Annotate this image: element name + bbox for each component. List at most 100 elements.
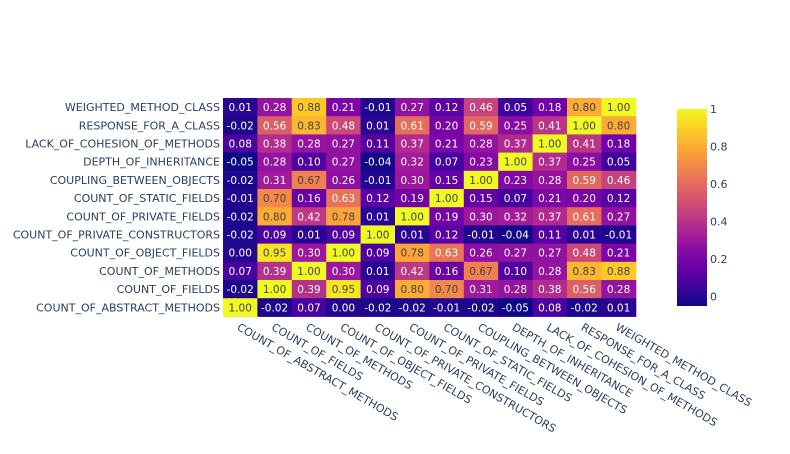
heatmap-cell-label: 0.09 [366,284,389,296]
heatmap-cell [463,98,499,117]
heatmap-cell [257,261,293,281]
heatmap-cell-label: 0.12 [435,102,458,114]
heatmap-cell [463,207,499,226]
heatmap-cell [395,243,430,263]
heatmap-cell-label: 0.88 [297,102,320,114]
heatmap-cell [429,298,465,317]
heatmap-cell-label: 0.70 [263,193,286,205]
heatmap-cell [360,207,396,226]
heatmap-cell [567,225,602,245]
y-axis-tick-label: COUNT_OF_METHODS [99,265,220,278]
heatmap-cell [291,152,327,172]
heatmap-cell-label: 0.28 [469,139,492,151]
heatmap-cell [567,280,602,299]
heatmap-cell [291,225,327,245]
heatmap-cell [360,98,396,117]
heatmap-cell-label: 0.27 [504,248,527,260]
heatmap-cell-label: 0.11 [538,230,561,242]
heatmap-cell-label: -0.01 [605,230,632,242]
heatmap-cell-label: 0.48 [332,120,355,132]
colorbar-tick-label: 1 [710,103,717,116]
heatmap-cell [463,225,499,245]
heatmap-cell [257,152,293,172]
heatmap-cell-label: -0.02 [227,175,254,187]
heatmap-cell-label: -0.02 [399,302,426,314]
heatmap-cell-label: -0.02 [227,284,254,296]
heatmap-cell-label: 1.00 [366,230,389,242]
heatmap-cell [223,152,258,172]
heatmap-cell [326,243,362,263]
heatmap-cell-label: 0.63 [332,193,355,205]
heatmap-cell [223,225,258,245]
heatmap-cell-label: 0.23 [469,157,492,169]
heatmap-cell [360,116,396,135]
heatmap-cell [429,134,465,154]
heatmap-cell [395,98,430,117]
heatmap-cell-label: -0.02 [261,302,288,314]
heatmap-cell [291,243,327,263]
heatmap-cell-label: 0.42 [297,211,320,223]
heatmap-cell-label: 0.67 [469,266,492,278]
heatmap-cell-label: 0.83 [297,120,320,132]
heatmap-cell-label: 0.46 [607,175,631,187]
heatmap-cell [257,243,293,263]
heatmap-cell [532,134,568,154]
y-axis-tick-label: RESPONSE_FOR_A_CLASS [79,119,220,132]
heatmap-cell [567,134,602,154]
heatmap-cell-label: -0.02 [571,302,598,314]
heatmap-cell [360,152,396,172]
heatmap-cell-label: 0.01 [297,230,320,242]
heatmap-cell-label: 0.07 [229,266,252,278]
heatmap-cell-label: 0.41 [573,139,596,151]
heatmap-cell [429,170,465,190]
heatmap-cell [532,225,568,245]
heatmap-cell-label: 0.18 [538,102,561,114]
heatmap-cell [360,189,396,208]
heatmap-cell [326,189,362,208]
heatmap-cell [257,298,293,317]
heatmap-cell-label: 0.30 [469,211,492,223]
heatmap-cell-label: 0.08 [229,139,252,151]
heatmap-cell [360,243,396,263]
heatmap-cell-label: 0.16 [435,266,459,278]
heatmap-cell-label: 0.21 [607,248,630,260]
heatmap-cell [257,134,293,154]
heatmap-cell-label: 0.15 [435,175,458,187]
heatmap-cell-label: 0.12 [366,193,389,205]
heatmap-cell-label: 0.19 [435,211,458,223]
heatmap-cell [395,134,430,154]
heatmap-cell-label: 0.20 [573,193,596,205]
heatmap-cell-label: 0.01 [607,302,630,314]
y-axis-tick-labels: WEIGHTED_METHOD_CLASS RESPONSE_FOR_A_CLAS… [13,101,220,314]
heatmap-cell-label: 0.80 [607,120,630,132]
heatmap-cell [326,134,362,154]
heatmap-cell [532,243,568,263]
heatmap-cell-label: 0.28 [263,157,286,169]
heatmap-cell-label: 0.28 [607,284,630,296]
heatmap-cell-labels: 0.01 0.28 0.88 0.21 -0.01 0.27 0.12 0.46 0.05 0.1… [227,102,633,314]
colorbar-tick-label: 0.2 [710,253,728,266]
y-axis-tick-label: COUNT_OF_ABSTRACT_METHODS [36,301,220,314]
heatmap-cell [429,116,465,135]
heatmap-cell [291,298,327,317]
heatmap-cell [395,280,430,299]
heatmap-cell-label: 0.37 [504,139,527,151]
heatmap-cell-label: -0.02 [227,211,254,223]
heatmap-cell [395,225,430,245]
heatmap-cell-label: 0.70 [435,284,458,296]
heatmap-cell [601,225,637,245]
heatmap-cell [463,152,499,172]
heatmap-cell [395,207,430,226]
heatmap-cell [463,134,499,154]
heatmap-cell [257,170,293,190]
heatmap-cell-label: 0.01 [573,230,596,242]
heatmap-cell-label: 0.38 [538,284,561,296]
heatmap-cell [601,243,637,263]
heatmap-cell [429,280,465,299]
x-axis-tick-labels: COUNT_OF_ABSTRACT_METHODSCOUNT_OF_FIELDS… [235,321,754,436]
heatmap-cell [395,261,430,281]
heatmap-cell [463,189,499,208]
heatmap-cell [395,116,430,135]
heatmap-cell [223,243,258,263]
heatmap-cell-label: 0.21 [435,139,458,151]
